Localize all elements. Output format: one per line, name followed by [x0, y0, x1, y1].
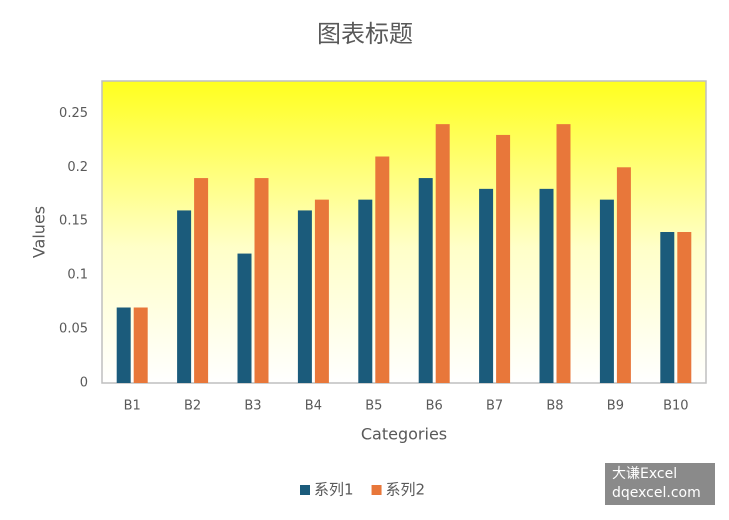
- bar: [479, 188, 494, 383]
- bar: [177, 210, 192, 383]
- bar: [556, 124, 571, 384]
- bar: [358, 199, 373, 383]
- x-tick-label: B2: [184, 399, 201, 414]
- y-axis-title: Values: [30, 206, 49, 258]
- plot-area: [101, 80, 707, 384]
- watermark: dqexcel.com: [612, 485, 701, 501]
- bar: [435, 124, 450, 384]
- y-tick-label: 0.1: [67, 268, 88, 283]
- watermark: 大谦Excel: [612, 466, 677, 482]
- bar: [418, 178, 433, 383]
- bar: [539, 188, 554, 383]
- bar: [314, 199, 329, 383]
- x-tick-label: B8: [546, 399, 563, 414]
- bar: [660, 232, 675, 383]
- bar: [133, 307, 148, 383]
- watermark-box: [605, 463, 715, 505]
- x-tick-label: B9: [607, 399, 624, 414]
- bar: [254, 178, 269, 383]
- bar: [677, 232, 692, 383]
- x-tick-label: B4: [305, 399, 322, 414]
- bar: [297, 210, 312, 383]
- y-tick-label: 0.2: [67, 160, 88, 175]
- x-tick-label: B3: [244, 399, 261, 414]
- x-axis-title: Categories: [361, 425, 447, 444]
- legend-swatch: [300, 485, 310, 495]
- chart-title: 图表标题: [317, 20, 413, 48]
- y-tick-label: 0.05: [59, 322, 88, 337]
- bar: [496, 134, 511, 383]
- x-tick-label: B1: [124, 399, 141, 414]
- y-tick-label: 0: [80, 376, 88, 391]
- x-tick-label: B7: [486, 399, 503, 414]
- y-tick-label: 0.25: [59, 106, 88, 121]
- y-tick-label: 0.15: [59, 214, 88, 229]
- x-tick-label: B5: [365, 399, 382, 414]
- x-tick-label: B6: [426, 399, 443, 414]
- bar: [599, 199, 614, 383]
- bar: [116, 307, 131, 383]
- legend-label: 系列2: [386, 481, 426, 499]
- bar: [616, 167, 631, 383]
- bar: [375, 156, 390, 383]
- x-tick-label: B10: [663, 399, 688, 414]
- legend-swatch: [371, 485, 382, 495]
- bar: [237, 253, 252, 383]
- legend-label: 系列1: [314, 481, 354, 499]
- bar: [194, 178, 209, 383]
